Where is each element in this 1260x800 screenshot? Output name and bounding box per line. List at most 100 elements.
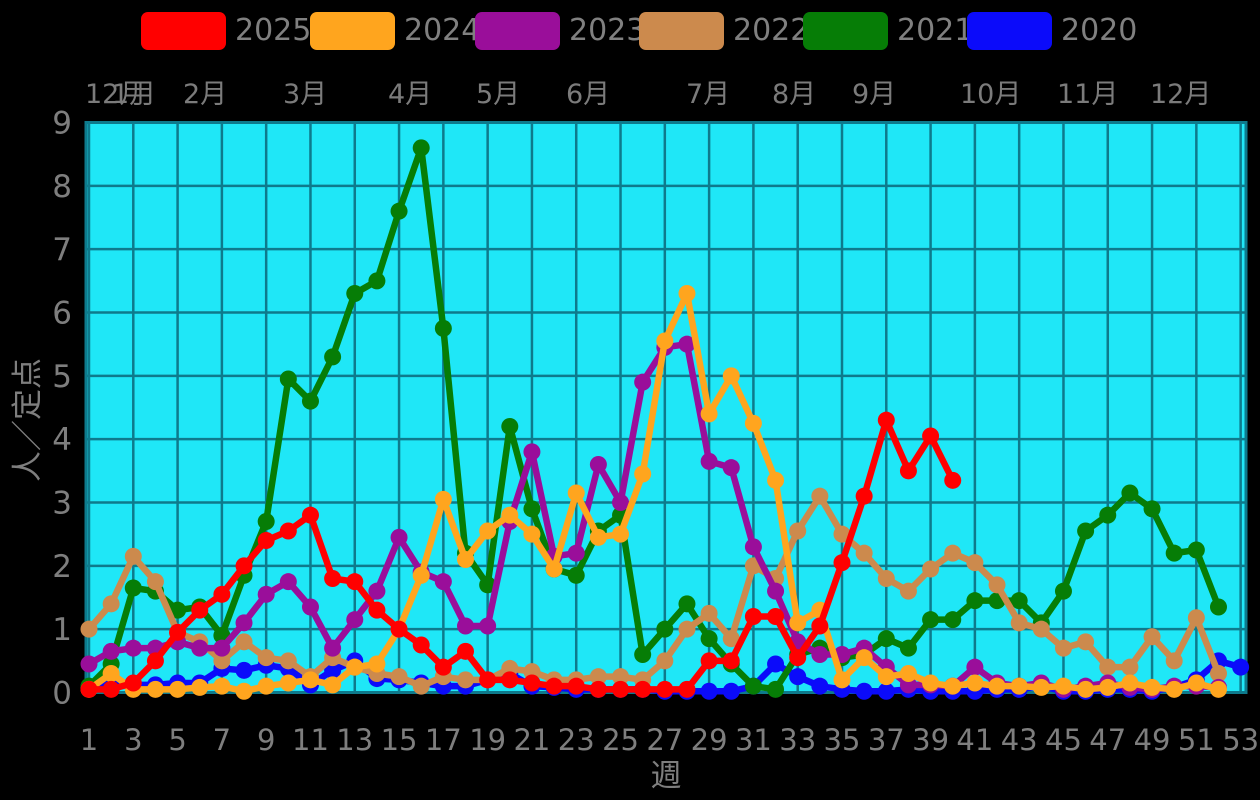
series-marker-2025 [811, 617, 829, 635]
series-marker-2023 [102, 642, 120, 660]
legend-label: 2024 [404, 13, 481, 48]
series-marker-2024 [324, 676, 342, 694]
series-marker-2024 [102, 665, 120, 683]
series-marker-2024 [1209, 680, 1227, 698]
y-tick-label-0: 0 [52, 676, 72, 712]
series-marker-2022 [855, 544, 873, 562]
series-marker-2024 [1121, 674, 1139, 692]
series-marker-2025 [456, 642, 474, 660]
series-marker-2024 [855, 649, 873, 667]
series-marker-2025 [612, 680, 630, 698]
series-marker-2021 [390, 202, 408, 220]
series-marker-2022 [390, 668, 408, 686]
series-marker-2024 [1054, 677, 1072, 695]
series-marker-2022 [1165, 652, 1183, 670]
series-marker-2025 [479, 671, 497, 689]
series-marker-2022 [833, 525, 851, 543]
series-marker-2022 [811, 487, 829, 505]
series-marker-2025 [346, 573, 364, 591]
series-marker-2024 [434, 490, 452, 508]
series-marker-2025 [368, 601, 386, 619]
series-marker-2021 [368, 272, 386, 290]
series-marker-2021 [1209, 598, 1227, 616]
series-marker-2021 [412, 139, 430, 157]
series-marker-2024 [988, 677, 1006, 695]
series-marker-2025 [412, 636, 430, 654]
series-marker-2023 [235, 614, 253, 632]
series-marker-2024 [169, 680, 187, 698]
series-marker-2024 [1187, 674, 1205, 692]
series-marker-2021 [767, 680, 785, 698]
series-marker-2025 [855, 487, 873, 505]
series-marker-2024 [767, 471, 785, 489]
series-marker-2021 [678, 595, 696, 613]
series-marker-2024 [1010, 677, 1028, 695]
series-marker-2025 [390, 620, 408, 638]
series-marker-2024 [368, 655, 386, 673]
legend-item-2020: 2020 [967, 12, 1137, 50]
legend-label: 2022 [733, 13, 810, 48]
month-label-7月: 7月 [686, 79, 731, 110]
series-marker-2025 [700, 652, 718, 670]
x-tick-label-3: 3 [124, 723, 142, 757]
series-marker-2024 [301, 671, 319, 689]
x-tick-label-21: 21 [513, 723, 550, 757]
series-marker-2024 [412, 566, 430, 584]
month-label-12月: 12月 [85, 79, 147, 110]
x-tick-label-53: 53 [1222, 723, 1259, 757]
series-marker-2022 [1121, 658, 1139, 676]
series-marker-2025 [722, 652, 740, 670]
legend-item-2021: 2021 [803, 12, 973, 50]
series-marker-2025 [324, 570, 342, 588]
series-marker-2022 [1010, 614, 1028, 632]
series-marker-2023 [567, 544, 585, 562]
series-marker-2020 [235, 661, 253, 679]
series-marker-2025 [434, 658, 452, 676]
series-marker-2021 [1165, 544, 1183, 562]
month-label-2月: 2月 [183, 79, 228, 110]
series-marker-2024 [922, 674, 940, 692]
series-marker-2024 [1032, 678, 1050, 696]
series-marker-2025 [767, 608, 785, 626]
x-tick-label-51: 51 [1178, 723, 1215, 757]
series-marker-2022 [279, 652, 297, 670]
series-marker-2024 [656, 332, 674, 350]
series-marker-2023 [213, 639, 231, 657]
series-marker-2022 [1077, 633, 1095, 651]
legend-label: 2021 [897, 13, 974, 48]
series-marker-2024 [346, 658, 364, 676]
series [80, 139, 1250, 700]
series-marker-2025 [789, 649, 807, 667]
month-label-11月: 11月 [1057, 79, 1119, 110]
month-label-1月: 1月 [112, 79, 157, 110]
legend-label: 2020 [1061, 13, 1138, 48]
x-tick-label-17: 17 [425, 723, 462, 757]
series-marker-2022 [235, 633, 253, 651]
series-marker-2024 [678, 285, 696, 303]
y-tick-label-4: 4 [52, 422, 72, 458]
series-marker-2021 [1099, 506, 1117, 524]
series-marker-2025 [833, 554, 851, 572]
series-marker-2025 [944, 471, 962, 489]
x-tick-label-25: 25 [602, 723, 639, 757]
series-marker-2024 [257, 677, 275, 695]
series-marker-2021 [124, 579, 142, 597]
x-tick-label-43: 43 [1001, 723, 1038, 757]
series-marker-2021 [634, 646, 652, 664]
series-marker-2025 [744, 608, 762, 626]
x-tick-label-11: 11 [292, 723, 329, 757]
month-label-10月: 10月 [960, 79, 1022, 110]
series-marker-2021 [324, 348, 342, 366]
series-marker-2024 [146, 680, 164, 698]
series-marker-2022 [412, 677, 430, 695]
series-marker-2023 [191, 639, 209, 657]
series-marker-2025 [169, 623, 187, 641]
series-marker-2020 [767, 655, 785, 673]
series-marker-2023 [612, 494, 630, 512]
series-marker-2023 [589, 456, 607, 474]
series-marker-2023 [767, 582, 785, 600]
series-marker-2021 [700, 630, 718, 648]
series-marker-2025 [102, 680, 120, 698]
series-marker-2024 [833, 671, 851, 689]
